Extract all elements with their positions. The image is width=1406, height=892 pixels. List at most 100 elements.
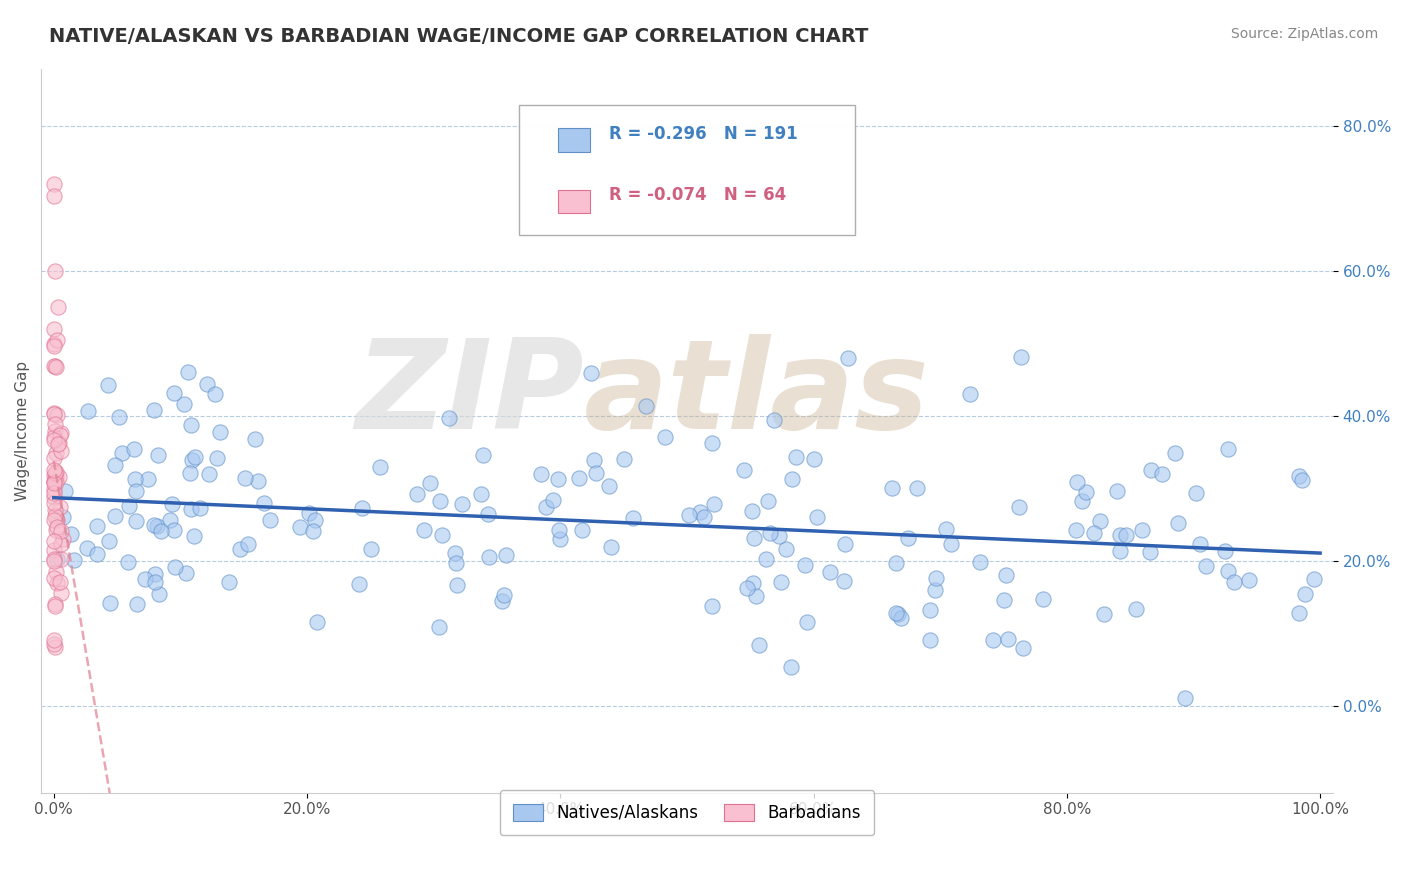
Point <box>197 467 219 481</box>
Point <box>741 504 763 518</box>
Point <box>579 366 602 380</box>
Point <box>768 529 790 543</box>
Point <box>1174 690 1197 705</box>
Point <box>427 620 450 634</box>
Point <box>703 497 725 511</box>
Point <box>1195 559 1218 574</box>
Text: NATIVE/ALASKAN VS BARBADIAN WAGE/INCOME GAP CORRELATION CHART: NATIVE/ALASKAN VS BARBADIAN WAGE/INCOME … <box>49 27 869 45</box>
Point <box>44 339 66 353</box>
Point <box>159 512 181 526</box>
Point <box>1218 564 1240 578</box>
Point <box>125 483 148 498</box>
Point <box>924 571 946 585</box>
Point <box>1139 544 1161 558</box>
Point <box>42 322 65 336</box>
Point <box>969 555 991 569</box>
Point <box>437 410 460 425</box>
Point <box>160 497 183 511</box>
Point <box>125 597 148 611</box>
Point <box>959 387 981 401</box>
Text: atlas: atlas <box>583 334 929 455</box>
Point <box>880 481 903 495</box>
Point <box>541 493 564 508</box>
Point <box>1011 641 1033 656</box>
Point <box>494 588 516 602</box>
Point <box>42 543 65 558</box>
Point <box>1105 484 1128 499</box>
Point <box>748 638 770 652</box>
Point <box>745 589 768 603</box>
Point <box>174 566 197 581</box>
Point <box>45 565 67 579</box>
Point <box>598 479 620 493</box>
Point <box>1090 514 1112 528</box>
Point <box>689 506 711 520</box>
Point <box>163 560 186 574</box>
Point <box>1223 575 1246 590</box>
Point <box>51 552 73 566</box>
Point <box>818 565 841 579</box>
Point <box>678 508 700 523</box>
Point <box>759 526 782 541</box>
Point <box>243 433 266 447</box>
Point <box>46 575 69 590</box>
Point <box>98 596 121 610</box>
Point <box>775 542 797 557</box>
Point <box>42 433 65 447</box>
Text: R = -0.296   N = 191: R = -0.296 N = 191 <box>609 125 799 143</box>
Point <box>118 499 141 513</box>
Point <box>44 407 66 421</box>
Point <box>884 556 907 570</box>
Text: R = -0.074   N = 64: R = -0.074 N = 64 <box>609 186 787 204</box>
Point <box>136 472 159 486</box>
Point <box>834 537 856 551</box>
Point <box>143 567 166 582</box>
Point <box>1167 516 1189 531</box>
Point <box>1070 494 1092 508</box>
Point <box>180 417 202 432</box>
Point <box>44 552 66 566</box>
Point <box>924 583 946 598</box>
Point <box>918 603 941 617</box>
Point <box>1164 446 1187 460</box>
Point <box>143 403 166 417</box>
Point <box>49 426 72 441</box>
Point <box>124 472 146 486</box>
Point <box>42 178 65 192</box>
Point <box>44 599 66 614</box>
Point <box>44 475 66 489</box>
Point <box>46 333 69 347</box>
Point <box>162 386 184 401</box>
Point <box>49 574 72 589</box>
Legend: Natives/Alaskans, Barbadians: Natives/Alaskans, Barbadians <box>501 790 875 835</box>
Point <box>613 451 636 466</box>
Point <box>1115 528 1137 542</box>
Point <box>1288 607 1310 621</box>
Point <box>1032 592 1054 607</box>
Point <box>495 549 517 563</box>
Point <box>304 513 326 527</box>
Point <box>994 567 1017 582</box>
Point <box>44 597 66 611</box>
Point <box>173 397 195 411</box>
Point <box>52 510 75 524</box>
Point <box>163 523 186 537</box>
Point <box>188 501 211 516</box>
Point <box>208 425 231 439</box>
Point <box>60 527 83 541</box>
Point <box>742 576 765 591</box>
Point <box>450 497 472 511</box>
Point <box>42 490 65 504</box>
Point <box>42 486 65 500</box>
Point <box>184 450 207 464</box>
Point <box>758 494 780 508</box>
Point <box>49 586 72 600</box>
Point <box>1066 475 1088 489</box>
Point <box>890 611 912 625</box>
Point <box>44 534 66 549</box>
Point <box>45 359 67 374</box>
Point <box>785 450 807 464</box>
Point <box>1152 467 1174 481</box>
Point <box>48 469 70 483</box>
Point <box>413 523 436 537</box>
